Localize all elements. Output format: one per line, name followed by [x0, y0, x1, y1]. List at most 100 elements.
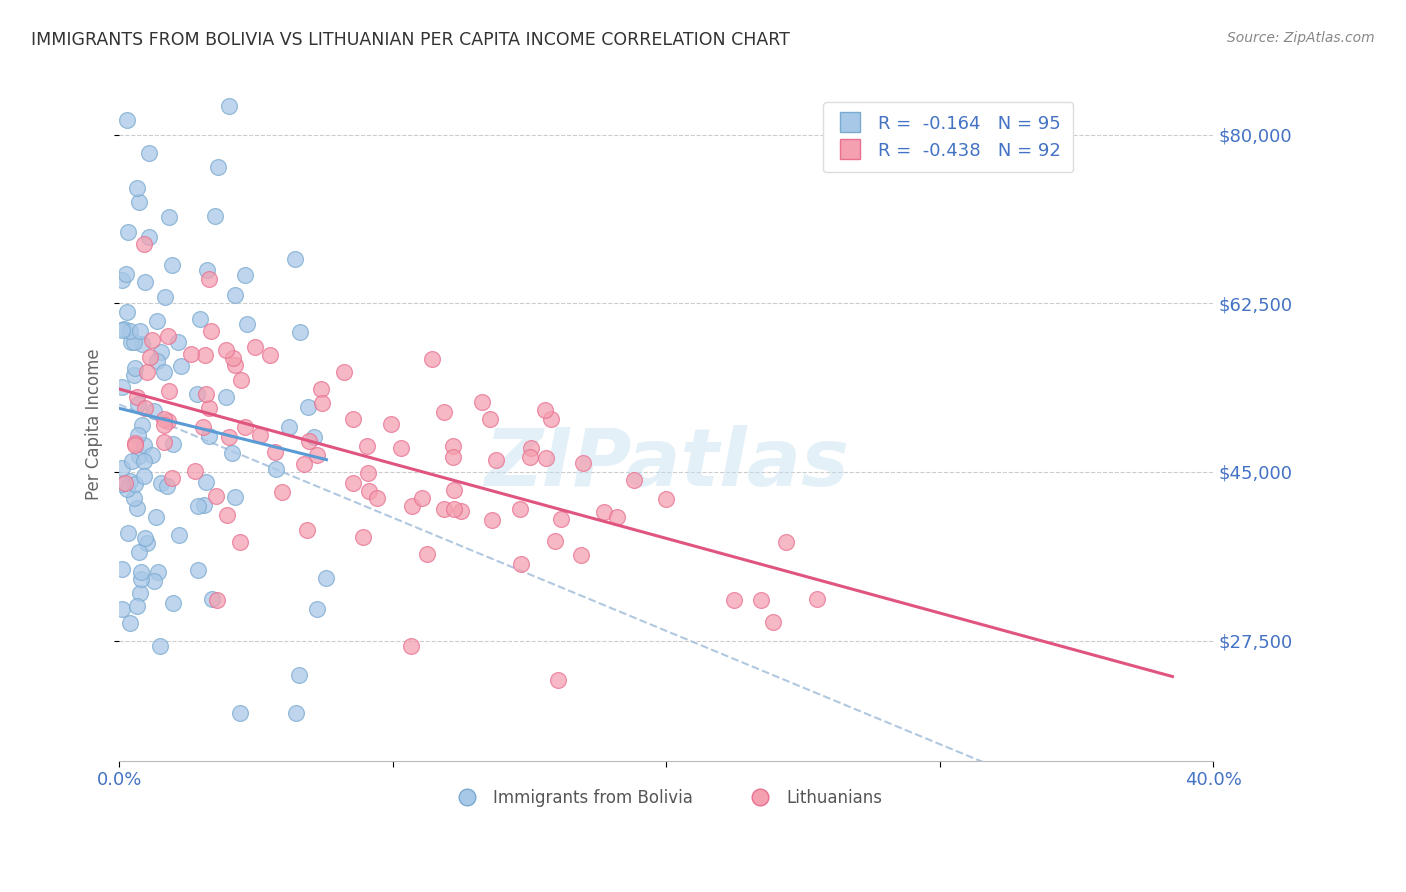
Point — [195, 386, 218, 401]
Point — [221, 493, 243, 508]
Point — [167, 151, 190, 165]
Point — [153, 412, 176, 426]
Point — [443, 483, 465, 497]
Point — [131, 551, 153, 566]
Point — [534, 403, 557, 417]
Point — [510, 557, 533, 571]
Point — [124, 417, 146, 431]
Point — [117, 478, 139, 492]
Point — [131, 566, 153, 580]
Point — [342, 476, 364, 491]
Point — [118, 334, 141, 349]
Text: IMMIGRANTS FROM BOLIVIA VS LITHUANIAN PER CAPITA INCOME CORRELATION CHART: IMMIGRANTS FROM BOLIVIA VS LITHUANIAN PE… — [31, 31, 790, 49]
Point — [186, 450, 208, 464]
Point — [156, 297, 179, 311]
Point — [143, 231, 166, 245]
Point — [111, 541, 134, 556]
Point — [117, 113, 139, 128]
Point — [111, 380, 134, 394]
Point — [148, 491, 170, 505]
Point — [143, 456, 166, 470]
Point — [128, 359, 150, 374]
Point — [571, 548, 593, 562]
Point — [606, 510, 628, 524]
Point — [132, 237, 155, 252]
Point — [305, 305, 328, 319]
Point — [450, 504, 472, 518]
Point — [187, 706, 209, 720]
Point — [416, 548, 439, 562]
Point — [193, 348, 215, 362]
Point — [224, 358, 246, 372]
Point — [157, 414, 180, 428]
Point — [159, 384, 181, 398]
Point — [297, 607, 319, 622]
Point — [124, 436, 146, 450]
Point — [122, 268, 145, 283]
Point — [277, 492, 299, 507]
Point — [540, 412, 562, 426]
Point — [235, 308, 257, 322]
Point — [136, 363, 159, 377]
Point — [134, 401, 156, 415]
Point — [114, 292, 136, 306]
Point — [401, 500, 423, 514]
Point — [520, 442, 543, 456]
Point — [132, 351, 155, 366]
Point — [134, 415, 156, 429]
Point — [125, 390, 148, 404]
Point — [229, 373, 252, 387]
Point — [111, 425, 134, 439]
Point — [167, 478, 190, 492]
Point — [749, 592, 772, 607]
Point — [141, 608, 163, 623]
Point — [201, 380, 224, 394]
Point — [149, 593, 172, 607]
Point — [224, 655, 246, 669]
Point — [205, 489, 228, 503]
Point — [775, 534, 797, 549]
Point — [264, 173, 287, 187]
Point — [357, 484, 380, 499]
Point — [284, 402, 307, 417]
Point — [356, 467, 378, 481]
Point — [188, 439, 211, 453]
Point — [124, 438, 146, 452]
Point — [153, 582, 176, 596]
Point — [509, 502, 531, 516]
Point — [198, 401, 221, 416]
Point — [536, 450, 558, 465]
Point — [117, 271, 139, 285]
Point — [138, 328, 160, 343]
Point — [180, 347, 202, 361]
Point — [292, 457, 315, 471]
Point — [399, 639, 422, 653]
Point — [129, 445, 152, 459]
Point — [592, 505, 614, 519]
Point — [125, 585, 148, 599]
Point — [218, 344, 240, 359]
Point — [655, 491, 678, 506]
Point — [271, 485, 294, 500]
Point — [550, 512, 572, 526]
Point — [115, 482, 138, 496]
Point — [157, 328, 180, 343]
Point — [411, 491, 433, 506]
Point — [114, 475, 136, 490]
Text: Source: ZipAtlas.com: Source: ZipAtlas.com — [1227, 31, 1375, 45]
Point — [333, 365, 356, 379]
Point — [420, 352, 443, 367]
Point — [195, 408, 218, 422]
Point — [288, 605, 311, 619]
Point — [111, 323, 134, 337]
Point — [124, 616, 146, 631]
Point — [129, 193, 152, 207]
Point — [233, 359, 256, 373]
Point — [150, 459, 173, 474]
Point — [352, 530, 374, 544]
Point — [366, 491, 388, 506]
Point — [162, 537, 184, 551]
Point — [111, 224, 134, 238]
Point — [623, 473, 645, 487]
Point — [441, 450, 464, 464]
